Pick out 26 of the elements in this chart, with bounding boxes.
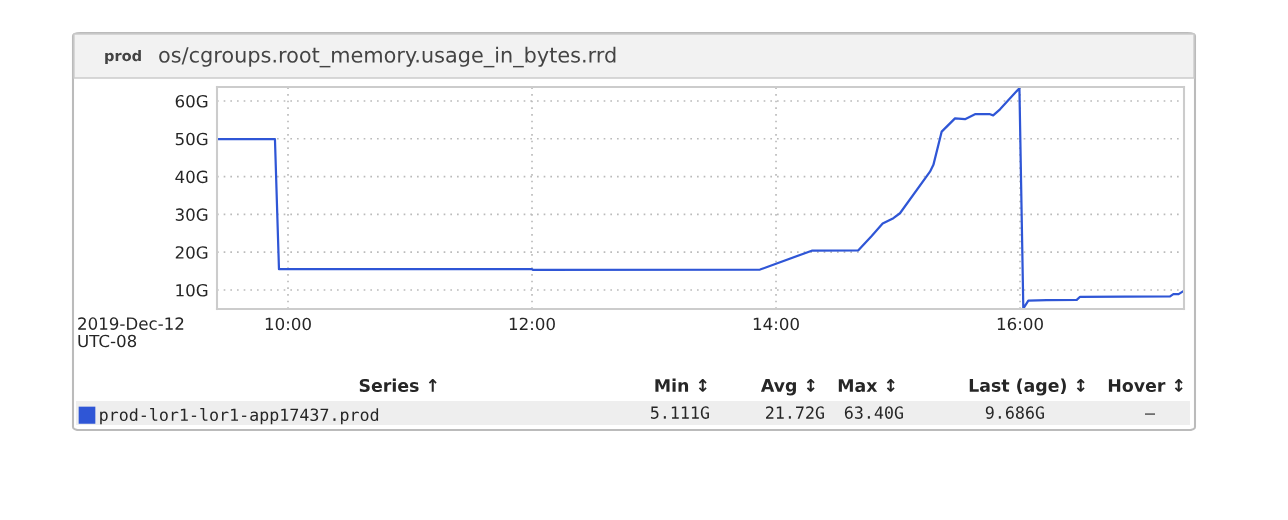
x-tick-label: 14:00 — [753, 317, 799, 331]
x-tick-label: 16:00 — [997, 317, 1043, 331]
y-tick-label: 20G — [175, 246, 208, 259]
text: — — [1144, 413, 1156, 415]
text: Max ↕ — [838, 379, 895, 393]
text: 63.40G — [844, 406, 903, 419]
x-axis-title: 2019-Dec-12 UTC-08 — [78, 317, 184, 348]
x-tick-label: 10:00 — [265, 317, 311, 331]
y-tick-label: 40G — [175, 170, 208, 184]
text: Last (age) ↕ — [969, 378, 1085, 396]
text: Series ↑ — [359, 378, 437, 393]
y-tick-label: 10G — [176, 283, 208, 297]
chart-subtitle: os/cgroups.root_memory.usage_in_bytes.rrd — [159, 46, 616, 68]
y-tick-label: 60G — [175, 94, 208, 108]
x-tick-label: 12:00 — [509, 317, 555, 331]
text: 5.111G — [650, 406, 709, 419]
text: Min ↕ — [655, 378, 707, 392]
legend-label: prod-lor1-lor1-app17437.prod — [100, 408, 379, 425]
chart-title: prod — [105, 49, 141, 65]
text: 21.72G — [766, 406, 824, 419]
text: 9.686G — [985, 406, 1044, 419]
y-tick-label: 30G — [175, 208, 208, 221]
text: Hover ↕ — [1108, 379, 1183, 393]
line-series — [217, 87, 1184, 309]
text: Avg ↕ — [760, 378, 815, 396]
y-tick-label: 50G — [175, 132, 208, 146]
